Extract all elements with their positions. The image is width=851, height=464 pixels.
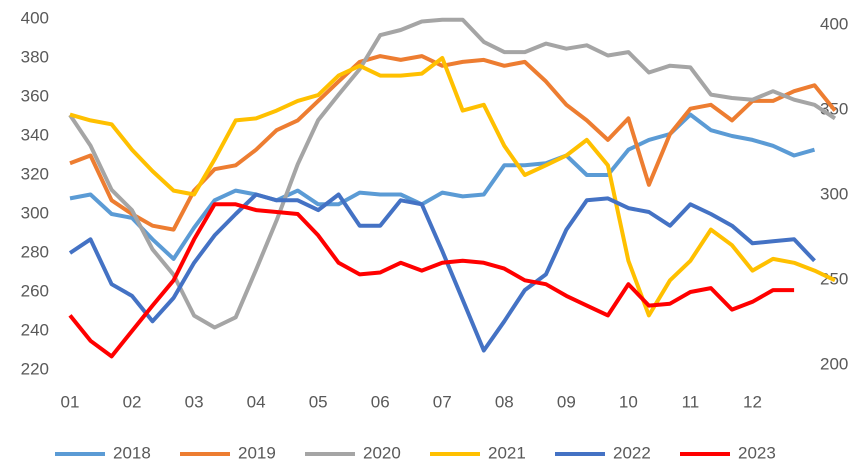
legend-label: 2022 <box>613 443 651 462</box>
series-line <box>69 56 836 318</box>
y-tick-label: 340 <box>21 125 49 144</box>
x-tick-label: 01 <box>61 392 80 411</box>
legend-label: 2023 <box>738 443 776 462</box>
y2-tick-label: 400 <box>820 14 848 33</box>
x-tick-label: 11 <box>682 392 700 411</box>
x-tick-label: 08 <box>495 392 514 411</box>
y-tick-label: 280 <box>21 242 49 261</box>
x-tick-label: 12 <box>743 392 762 411</box>
x-tick-label: 03 <box>185 392 204 411</box>
y-tick-label: 320 <box>21 164 49 183</box>
y2-tick-label: 300 <box>820 184 848 203</box>
y-tick-label: 240 <box>21 320 49 339</box>
series-line <box>68 192 816 353</box>
x-tick-label: 04 <box>247 392 266 411</box>
series-line <box>68 202 795 359</box>
legend-label: 2020 <box>363 443 401 462</box>
y-tick-label: 360 <box>21 86 49 105</box>
legend-label: 2021 <box>488 443 526 462</box>
x-tick-label: 05 <box>309 392 328 411</box>
y-tick-label: 260 <box>21 281 49 300</box>
y-tick-label: 380 <box>21 47 49 66</box>
legend-label: 2019 <box>238 443 276 462</box>
y2-tick-label: 200 <box>820 354 848 373</box>
legend-label: 2018 <box>113 443 151 462</box>
x-tick-label: 06 <box>371 392 390 411</box>
x-tick-label: 07 <box>433 392 452 411</box>
series-line <box>69 112 816 261</box>
x-tick-label: 02 <box>123 392 142 411</box>
x-tick-label: 10 <box>619 392 638 411</box>
y-tick-label: 220 <box>21 359 49 378</box>
y-tick-label: 400 <box>21 8 49 27</box>
y-tick-label: 300 <box>21 203 49 222</box>
x-tick-label: 09 <box>557 392 576 411</box>
series-line <box>68 17 837 330</box>
